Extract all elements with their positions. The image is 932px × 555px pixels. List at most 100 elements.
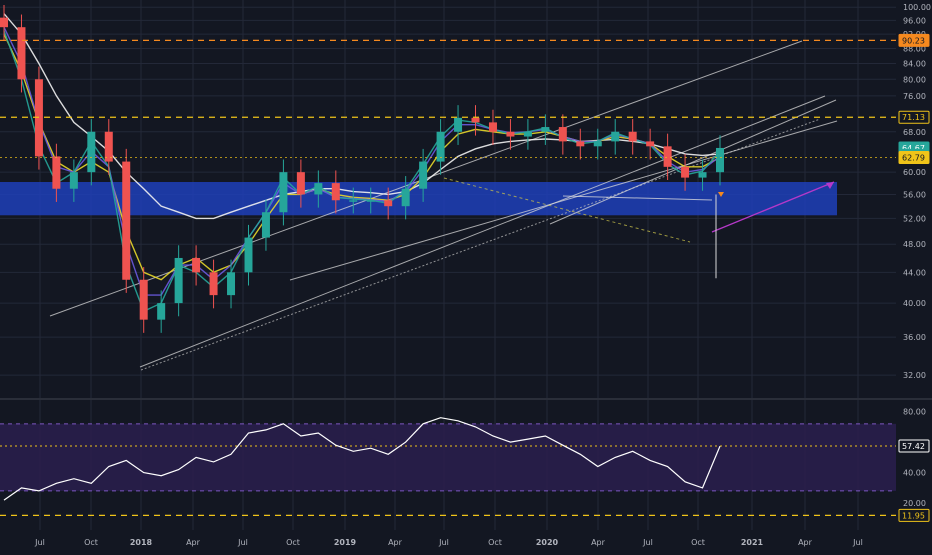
- rsi-tag: 57.42: [898, 439, 930, 453]
- candle-body: [157, 303, 166, 320]
- price-axis-label: 32.00: [903, 371, 926, 380]
- time-axis-label: 2021: [741, 538, 764, 547]
- price-axis-label: 56.00: [903, 190, 926, 199]
- rsi-tag: 11.95: [898, 508, 930, 522]
- time-axis-label: Jul: [642, 538, 653, 547]
- time-axis-label: Jul: [852, 538, 863, 547]
- candle-body: [104, 131, 113, 162]
- rsi-axis-label: 80.00: [903, 408, 926, 417]
- channel-line: [289, 120, 838, 281]
- candle-body: [122, 161, 131, 280]
- price-axis-label: 76.00: [903, 92, 926, 101]
- candle-body: [558, 127, 567, 142]
- channel-line: [562, 195, 713, 201]
- candle-body: [261, 212, 270, 238]
- price-axis-label: 60.00: [903, 168, 926, 177]
- support-zone: [0, 182, 837, 216]
- price-axis-label: 88.00: [903, 44, 926, 53]
- zones: [0, 182, 837, 216]
- time-axis-label: Jul: [438, 538, 449, 547]
- candle-body: [454, 117, 463, 132]
- candle-body: [0, 17, 8, 28]
- price-tag: 62.79: [898, 150, 930, 164]
- price-axis-label: 100.00: [903, 3, 931, 12]
- time-axis-label: Jul: [237, 538, 248, 547]
- time-axis-label: Apr: [798, 538, 813, 547]
- price-axis-label: 52.00: [903, 214, 926, 223]
- channel-line: [140, 118, 821, 371]
- candle-body: [401, 188, 410, 207]
- channel-line: [443, 177, 691, 243]
- rsi-line: [3, 417, 721, 501]
- time-axis-label: 2020: [536, 538, 559, 547]
- rsi-band: [0, 423, 896, 491]
- price-axis-label: 36.00: [903, 333, 926, 342]
- price-axis-label: 40.00: [903, 299, 926, 308]
- candle-body: [174, 257, 183, 304]
- candle-body: [52, 156, 61, 189]
- price-axis-label: 48.00: [903, 240, 926, 249]
- time-axis-label: Oct: [84, 538, 98, 547]
- candle-body: [628, 131, 637, 142]
- signal-marker: [718, 192, 724, 197]
- candle-body: [646, 141, 655, 147]
- price-tag-text: 71.13: [902, 113, 925, 122]
- candle-body: [139, 279, 148, 320]
- candle-body: [69, 172, 78, 189]
- candle-body: [209, 272, 218, 296]
- candle-body: [192, 257, 201, 273]
- price-tag-text: 90.23: [902, 36, 925, 45]
- channel-line: [139, 95, 826, 368]
- time-axis-label: Oct: [488, 538, 502, 547]
- time-axis-label: Oct: [691, 538, 705, 547]
- price-axis-label: 84.00: [903, 60, 926, 69]
- candle-body: [87, 131, 96, 173]
- time-axis-label: 2018: [130, 538, 153, 547]
- price-tag: 90.23: [898, 33, 930, 47]
- rsi-axis-label: 40.00: [903, 469, 926, 478]
- price-axis-label: 80.00: [903, 75, 926, 84]
- candle-body: [611, 131, 620, 142]
- candle-body: [419, 161, 428, 189]
- candle-body: [227, 272, 236, 296]
- horizontal-levels: [0, 39, 896, 158]
- candle-body: [436, 131, 445, 162]
- candle-body: [523, 131, 532, 137]
- candle-body: [541, 127, 550, 132]
- candle-body: [34, 79, 43, 157]
- rsi-tag-bg: [898, 508, 930, 522]
- time-axis-label: Apr: [591, 538, 606, 547]
- projection-arrow: [711, 181, 835, 233]
- candle-body: [314, 183, 323, 195]
- time-axis-label: Jul: [34, 538, 45, 547]
- price-tag: 71.13: [898, 110, 930, 124]
- candles: [0, 4, 724, 333]
- price-axis-label: 68.00: [903, 128, 926, 137]
- price-tag-text: 62.79: [902, 153, 925, 162]
- candle-body: [296, 172, 305, 195]
- candle-body: [244, 237, 253, 273]
- candle-body: [366, 200, 375, 202]
- price-axis-label: 96.00: [903, 16, 926, 25]
- time-axis-label: 2019: [334, 538, 357, 547]
- price-tag-text: 64.67: [902, 144, 925, 153]
- price-tag-bg: [898, 110, 930, 124]
- candle-body: [506, 131, 515, 137]
- time-axis-label: Oct: [286, 538, 300, 547]
- price-tag-bg: [898, 33, 930, 47]
- time-axis-label: Apr: [186, 538, 201, 547]
- rsi-tag-bg: [898, 439, 930, 453]
- candle-body: [716, 147, 724, 173]
- candle-body: [349, 200, 358, 202]
- candle-body: [17, 27, 26, 80]
- rsi-pane: [0, 417, 896, 517]
- candle-body: [331, 183, 340, 201]
- rsi-tag-text: 57.42: [902, 442, 925, 451]
- rsi-tag-text: 11.95: [902, 511, 925, 520]
- channel-line: [549, 99, 837, 225]
- candle-body: [384, 200, 393, 207]
- candle-body: [663, 146, 672, 167]
